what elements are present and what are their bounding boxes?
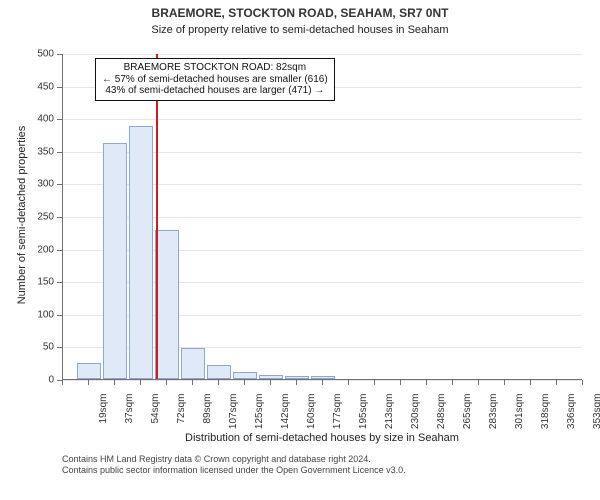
xtick-label: 195sqm bbox=[358, 394, 369, 444]
footer-line-2: Contains public sector information licen… bbox=[62, 465, 406, 476]
xtick-label: 213sqm bbox=[384, 394, 395, 444]
xtick-label: 160sqm bbox=[306, 394, 317, 444]
xtick-mark bbox=[556, 380, 557, 385]
ytick-mark bbox=[57, 250, 62, 251]
ytick-label: 350 bbox=[24, 146, 54, 157]
histogram-bar bbox=[259, 375, 284, 379]
xtick-mark bbox=[582, 380, 583, 385]
xtick-label: 54sqm bbox=[150, 394, 161, 444]
histogram-bar bbox=[233, 372, 258, 379]
xtick-label: 318sqm bbox=[540, 394, 551, 444]
xtick-label: 107sqm bbox=[228, 394, 239, 444]
ytick-mark bbox=[57, 184, 62, 185]
info-line-3: 43% of semi-detached houses are larger (… bbox=[102, 85, 328, 97]
xtick-mark bbox=[114, 380, 115, 385]
xtick-label: 336sqm bbox=[566, 394, 577, 444]
histogram-bar bbox=[181, 348, 206, 379]
xtick-mark bbox=[166, 380, 167, 385]
ytick-label: 50 bbox=[24, 342, 54, 353]
ytick-label: 100 bbox=[24, 309, 54, 320]
ytick-mark bbox=[57, 119, 62, 120]
footer-text: Contains HM Land Registry data © Crown c… bbox=[62, 454, 406, 477]
histogram-bar bbox=[77, 363, 102, 379]
xtick-label: 301sqm bbox=[514, 394, 525, 444]
xtick-label: 37sqm bbox=[124, 394, 135, 444]
chart-title: BRAEMORE, STOCKTON ROAD, SEAHAM, SR7 0NT bbox=[0, 6, 600, 20]
reference-line bbox=[156, 54, 158, 379]
xtick-mark bbox=[374, 380, 375, 385]
xtick-mark bbox=[348, 380, 349, 385]
ytick-label: 150 bbox=[24, 277, 54, 288]
xtick-mark bbox=[270, 380, 271, 385]
histogram-bar bbox=[207, 365, 232, 379]
plot-area bbox=[62, 54, 582, 380]
ytick-label: 250 bbox=[24, 212, 54, 223]
ytick-label: 500 bbox=[24, 49, 54, 60]
ytick-label: 300 bbox=[24, 179, 54, 190]
xtick-mark bbox=[530, 380, 531, 385]
ytick-mark bbox=[57, 54, 62, 55]
xtick-mark bbox=[426, 380, 427, 385]
xtick-label: 230sqm bbox=[410, 394, 421, 444]
chart-subtitle: Size of property relative to semi-detach… bbox=[0, 24, 600, 36]
xtick-mark bbox=[192, 380, 193, 385]
xtick-mark bbox=[452, 380, 453, 385]
ytick-mark bbox=[57, 87, 62, 88]
xtick-mark bbox=[322, 380, 323, 385]
xtick-label: 142sqm bbox=[280, 394, 291, 444]
histogram-bar bbox=[285, 376, 310, 379]
xtick-mark bbox=[296, 380, 297, 385]
chart-container: BRAEMORE, STOCKTON ROAD, SEAHAM, SR7 0NT… bbox=[0, 0, 600, 500]
gridline bbox=[63, 119, 582, 120]
xtick-mark bbox=[400, 380, 401, 385]
ytick-label: 400 bbox=[24, 114, 54, 125]
xtick-label: 283sqm bbox=[488, 394, 499, 444]
histogram-bar bbox=[155, 230, 180, 379]
histogram-bar bbox=[311, 376, 336, 379]
xtick-label: 125sqm bbox=[254, 394, 265, 444]
xtick-label: 89sqm bbox=[202, 394, 213, 444]
histogram-bar bbox=[129, 126, 154, 379]
xtick-mark bbox=[62, 380, 63, 385]
info-line-1: BRAEMORE STOCKTON ROAD: 82sqm bbox=[102, 62, 328, 74]
ytick-mark bbox=[57, 315, 62, 316]
info-box: BRAEMORE STOCKTON ROAD: 82sqm ← 57% of s… bbox=[95, 58, 335, 101]
histogram-bar bbox=[103, 143, 128, 379]
ytick-mark bbox=[57, 282, 62, 283]
xtick-mark bbox=[218, 380, 219, 385]
xtick-label: 19sqm bbox=[98, 394, 109, 444]
ytick-mark bbox=[57, 347, 62, 348]
xtick-label: 265sqm bbox=[462, 394, 473, 444]
xtick-mark bbox=[504, 380, 505, 385]
xtick-mark bbox=[244, 380, 245, 385]
xtick-label: 177sqm bbox=[332, 394, 343, 444]
x-axis-label: Distribution of semi-detached houses by … bbox=[62, 432, 582, 444]
xtick-mark bbox=[140, 380, 141, 385]
xtick-mark bbox=[88, 380, 89, 385]
xtick-label: 353sqm bbox=[592, 394, 600, 444]
info-line-2: ← 57% of semi-detached houses are smalle… bbox=[102, 74, 328, 86]
ytick-label: 450 bbox=[24, 81, 54, 92]
xtick-label: 72sqm bbox=[176, 394, 187, 444]
gridline bbox=[63, 54, 582, 55]
ytick-label: 200 bbox=[24, 244, 54, 255]
xtick-mark bbox=[478, 380, 479, 385]
ytick-mark bbox=[57, 217, 62, 218]
ytick-label: 0 bbox=[24, 375, 54, 386]
xtick-label: 248sqm bbox=[436, 394, 447, 444]
ytick-mark bbox=[57, 152, 62, 153]
footer-line-1: Contains HM Land Registry data © Crown c… bbox=[62, 454, 406, 465]
